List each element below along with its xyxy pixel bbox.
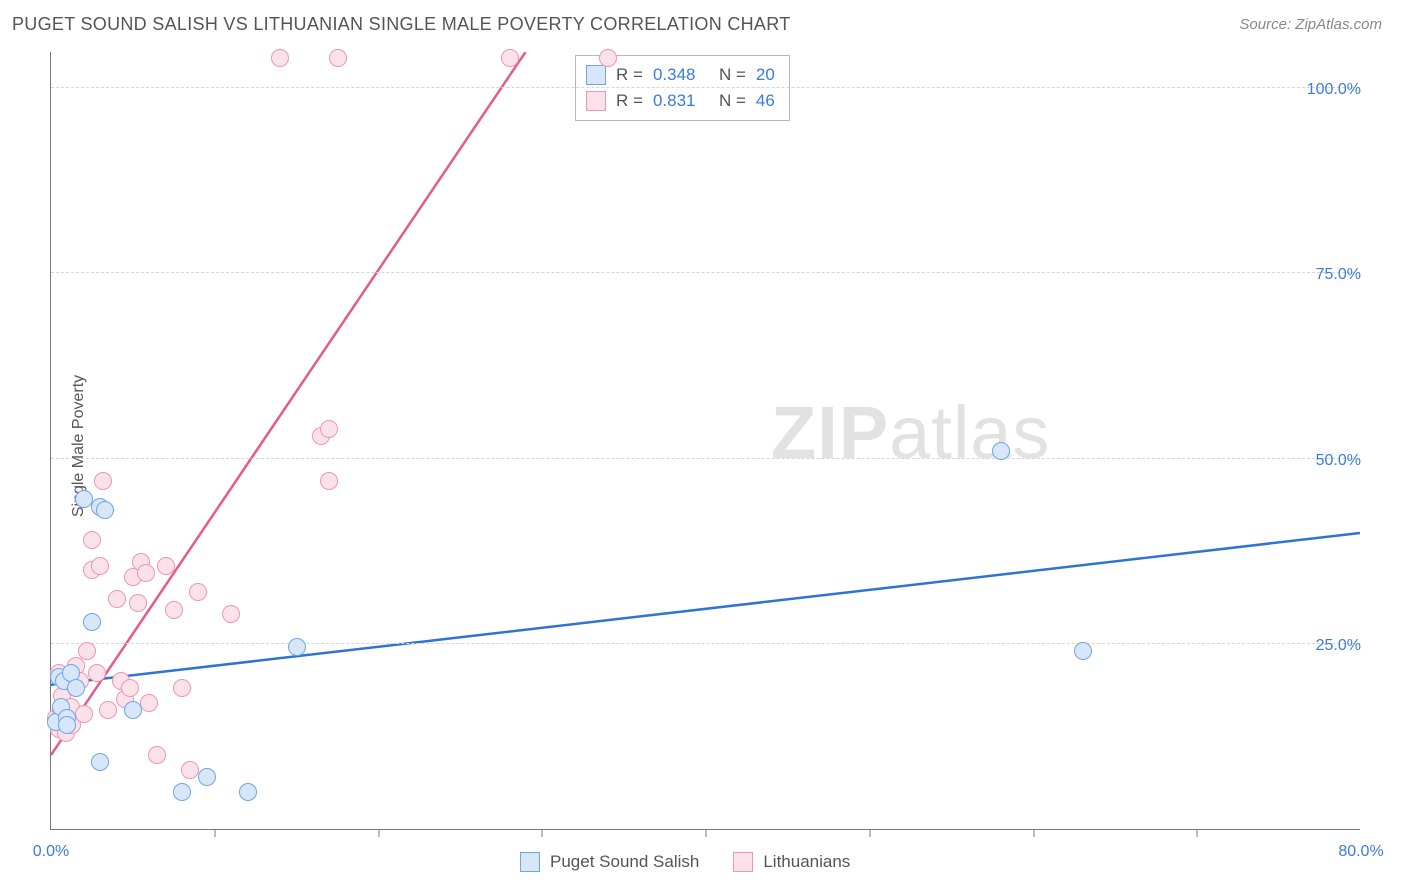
- x-tick-label: 0.0%: [33, 843, 69, 861]
- data-point-pink: [99, 701, 117, 719]
- x-tick-mark: [542, 829, 543, 837]
- data-point-blue: [239, 783, 257, 801]
- source-name: ZipAtlas.com: [1295, 16, 1382, 33]
- data-point-pink: [121, 679, 139, 697]
- data-point-pink: [320, 420, 338, 438]
- series-name: Lithuanians: [763, 852, 850, 872]
- data-point-pink: [173, 679, 191, 697]
- data-point-pink: [78, 642, 96, 660]
- x-tick-mark: [1033, 829, 1034, 837]
- data-point-pink: [599, 49, 617, 67]
- stat-legend-row: R = 0.831 N = 46: [586, 88, 775, 114]
- data-point-blue: [124, 701, 142, 719]
- data-point-blue: [173, 783, 191, 801]
- stat-R-label: R =: [616, 88, 643, 114]
- data-point-pink: [222, 605, 240, 623]
- data-point-blue: [992, 442, 1010, 460]
- data-point-pink: [501, 49, 519, 67]
- data-point-pink: [140, 694, 158, 712]
- data-point-pink: [137, 564, 155, 582]
- x-tick-mark: [869, 829, 870, 837]
- watermark: ZIPatlas: [771, 390, 1050, 475]
- x-tick-mark: [706, 829, 707, 837]
- watermark-light: atlas: [889, 391, 1050, 474]
- data-point-pink: [91, 557, 109, 575]
- data-point-pink: [88, 664, 106, 682]
- stat-N-value: 20: [756, 62, 775, 88]
- source-prefix: Source:: [1239, 16, 1295, 33]
- data-point-pink: [320, 472, 338, 490]
- stat-N-value: 46: [756, 88, 775, 114]
- data-point-blue: [91, 753, 109, 771]
- x-tick-label: 80.0%: [1338, 843, 1383, 861]
- chart-title: PUGET SOUND SALISH VS LITHUANIAN SINGLE …: [12, 14, 791, 35]
- y-tick-label: 75.0%: [1291, 266, 1361, 284]
- y-tick-label: 50.0%: [1291, 452, 1361, 470]
- data-point-pink: [271, 49, 289, 67]
- x-tick-mark: [378, 829, 379, 837]
- y-tick-label: 25.0%: [1291, 637, 1361, 655]
- y-tick-label: 100.0%: [1291, 81, 1361, 99]
- series-legend-item: Puget Sound Salish: [520, 852, 699, 872]
- stat-legend-row: R = 0.348 N = 20: [586, 62, 775, 88]
- data-point-pink: [129, 594, 147, 612]
- data-point-blue: [67, 679, 85, 697]
- watermark-bold: ZIP: [771, 391, 889, 474]
- stat-N-label: N =: [719, 62, 746, 88]
- legend-swatch: [733, 852, 753, 872]
- data-point-pink: [83, 531, 101, 549]
- data-point-blue: [288, 638, 306, 656]
- data-point-pink: [157, 557, 175, 575]
- data-point-pink: [189, 583, 207, 601]
- data-point-pink: [148, 746, 166, 764]
- series-name: Puget Sound Salish: [550, 852, 699, 872]
- data-point-pink: [94, 472, 112, 490]
- data-point-blue: [83, 613, 101, 631]
- data-point-pink: [165, 601, 183, 619]
- data-point-blue: [198, 768, 216, 786]
- data-point-blue: [58, 716, 76, 734]
- data-point-pink: [108, 590, 126, 608]
- data-point-blue: [1074, 642, 1092, 660]
- data-point-pink: [181, 761, 199, 779]
- data-point-blue: [96, 501, 114, 519]
- series-legend: Puget Sound Salish Lithuanians: [520, 852, 850, 872]
- stat-R-label: R =: [616, 62, 643, 88]
- x-tick-mark: [214, 829, 215, 837]
- data-point-blue: [75, 490, 93, 508]
- data-point-pink: [329, 49, 347, 67]
- series-legend-item: Lithuanians: [733, 852, 850, 872]
- data-point-pink: [75, 705, 93, 723]
- legend-swatch: [586, 91, 606, 111]
- x-tick-mark: [1197, 829, 1198, 837]
- source-attribution: Source: ZipAtlas.com: [1239, 16, 1382, 33]
- stat-R-value: 0.831: [653, 88, 709, 114]
- legend-swatch: [520, 852, 540, 872]
- legend-swatch: [586, 65, 606, 85]
- stat-N-label: N =: [719, 88, 746, 114]
- stat-R-value: 0.348: [653, 62, 709, 88]
- plot-area: ZIPatlas R = 0.348 N = 20 R = 0.831 N = 46 25.0…: [50, 52, 1360, 830]
